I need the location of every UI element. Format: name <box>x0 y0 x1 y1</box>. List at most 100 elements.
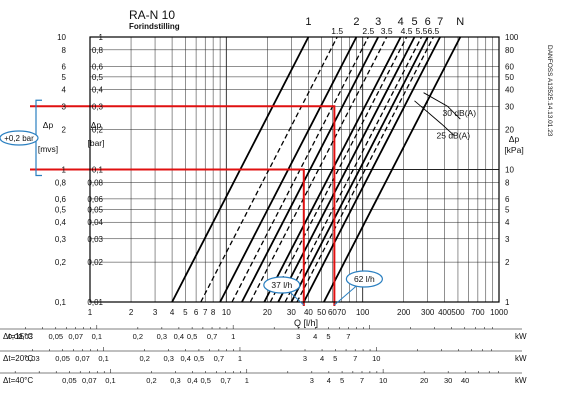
ytick-kpa: 5 <box>505 205 510 214</box>
xtick-label: 1 <box>88 308 93 317</box>
kw-unit: kW <box>515 332 527 341</box>
curve-4-5 <box>269 36 408 303</box>
curve-label-5: 5 <box>411 16 417 28</box>
ytick-bar: 0,06 <box>87 195 103 204</box>
xtick-label: 700 <box>471 308 485 317</box>
kw-tick-label: 40 <box>461 376 469 385</box>
ytick-mvs: 0,1 <box>55 298 67 307</box>
callout-bubble <box>345 270 383 288</box>
xtick-label: 2 <box>129 308 134 317</box>
ytick-kpa: 4 <box>505 218 510 227</box>
noise-label: 25 dB(A) <box>437 131 471 141</box>
ytick-mvs: 0,6 <box>55 195 67 204</box>
kw-tick-label: 0,1 <box>98 354 108 363</box>
ytick-bar: 0,04 <box>87 218 103 227</box>
kw-tick-label: 0,07 <box>68 332 83 341</box>
kw-tick-label: 0,03 <box>18 332 33 341</box>
kw-tick-label: 7 <box>346 332 350 341</box>
ytick-bar: 0,6 <box>92 62 104 71</box>
ytick-mvs: 0,4 <box>55 218 67 227</box>
xtick-label: 20 <box>263 308 272 317</box>
yaxis-title-bar: Δp <box>91 120 102 130</box>
kw-scale-label: Δt=15°C <box>3 332 33 341</box>
kw-tick-label: 1 <box>245 376 249 385</box>
ytick-mvs: 3 <box>62 102 67 111</box>
curve-4 <box>263 36 402 303</box>
kw-tick-label: 0,4 <box>174 332 184 341</box>
kw-tick-label: 30 <box>444 376 452 385</box>
kw-tick-label: 0,07 <box>82 376 97 385</box>
callout-pointer <box>289 291 305 306</box>
noise-curve <box>414 100 455 137</box>
ytick-kpa: 8 <box>505 178 510 187</box>
kw-tick-label: 3 <box>310 376 314 385</box>
kw-tick-label: 10 <box>372 354 380 363</box>
kw-tick-label: 0,05 <box>48 332 63 341</box>
plot-border <box>89 36 500 303</box>
kw-unit: kW <box>515 376 527 385</box>
xtick-label: 100 <box>356 308 370 317</box>
ytick-bar: 0,2 <box>92 126 104 135</box>
kw-tick-label: 0,2 <box>139 354 149 363</box>
xtick-label: 7 <box>203 308 208 317</box>
plot-frame <box>89 36 500 303</box>
highlight-line <box>30 105 336 306</box>
ytick-mvs: 0,3 <box>55 235 67 244</box>
yaxis-title-kpa: [kPa] <box>504 145 523 155</box>
curve-label-3-5: 3.5 <box>381 26 393 36</box>
xtick-label: 6 <box>194 308 199 317</box>
kw-tick-label: 0,7 <box>220 376 230 385</box>
ytick-mvs: 8 <box>62 46 67 55</box>
curve-6 <box>290 36 429 303</box>
xaxis-title: Q [l/h] <box>294 318 318 328</box>
kw-tick-label: 0,5 <box>201 376 211 385</box>
xtick-label: 40 <box>304 308 313 317</box>
kw-tick-label: 0,4 <box>180 354 190 363</box>
curve-label-1: 1 <box>305 16 311 28</box>
kw-tick-label: 4 <box>313 332 317 341</box>
curve-3-5 <box>249 36 388 303</box>
yaxis-title-bar: [bar] <box>87 138 104 148</box>
xtick-label: 200 <box>397 308 411 317</box>
curve-7 <box>302 36 441 303</box>
ytick-kpa: 2 <box>505 258 510 267</box>
kw-scales: 0,020,03 0,05 0,07 0,1 0,2 0,3 0,4 0,5 0,7 1 3 4 5 7Δ… <box>0 325 527 385</box>
xtick-label: 4 <box>170 308 175 317</box>
kw-tick-label: 20 <box>420 376 428 385</box>
curve-label-6-5: 6.5 <box>427 26 439 36</box>
kw-scale-label: Δt=40°C <box>3 376 33 385</box>
ytick-mvs: 0,2 <box>55 258 67 267</box>
yaxis-title-mvs: [mvs] <box>38 144 58 154</box>
ytick-mvs: 0,8 <box>55 178 67 187</box>
kw-tick-label: 0,07 <box>75 354 90 363</box>
ytick-kpa: 6 <box>505 195 510 204</box>
ytick-mvs: 4 <box>62 86 67 95</box>
kw-unit: kW <box>515 354 527 363</box>
curve-label-3: 3 <box>375 16 381 28</box>
xtick-label: 60 <box>328 308 337 317</box>
kw-tick-label: 0,2 <box>133 332 143 341</box>
kw-scale-label: Δt=20°C <box>3 354 33 363</box>
kw-tick-label: 0,1 <box>105 376 115 385</box>
bracket-bubble <box>0 130 39 146</box>
ytick-mvs: 5 <box>62 73 67 82</box>
xtick-label: 500 <box>451 308 465 317</box>
highlight-line <box>30 168 305 306</box>
curve-label-7: 7 <box>437 16 443 28</box>
xtick-label: 3 <box>153 308 158 317</box>
callout-pointer <box>334 285 357 306</box>
kw-tick-label: 7 <box>353 354 357 363</box>
ytick-mvs: 1 <box>62 166 67 175</box>
curve-label-4: 4 <box>398 16 404 28</box>
ytick-kpa: 20 <box>505 126 514 135</box>
kw-tick-label: 0,05 <box>55 354 70 363</box>
ytick-kpa: 40 <box>505 86 514 95</box>
kw-tick-label: 10 <box>379 376 387 385</box>
xtick-label: 400 <box>438 308 452 317</box>
xtick-label: 30 <box>287 308 296 317</box>
yaxis-title-kpa: Δp <box>509 134 520 144</box>
kw-tick-label: 0,02 <box>8 332 23 341</box>
ytick-kpa: 50 <box>505 73 514 82</box>
kw-tick-label: 0,7 <box>207 332 217 341</box>
